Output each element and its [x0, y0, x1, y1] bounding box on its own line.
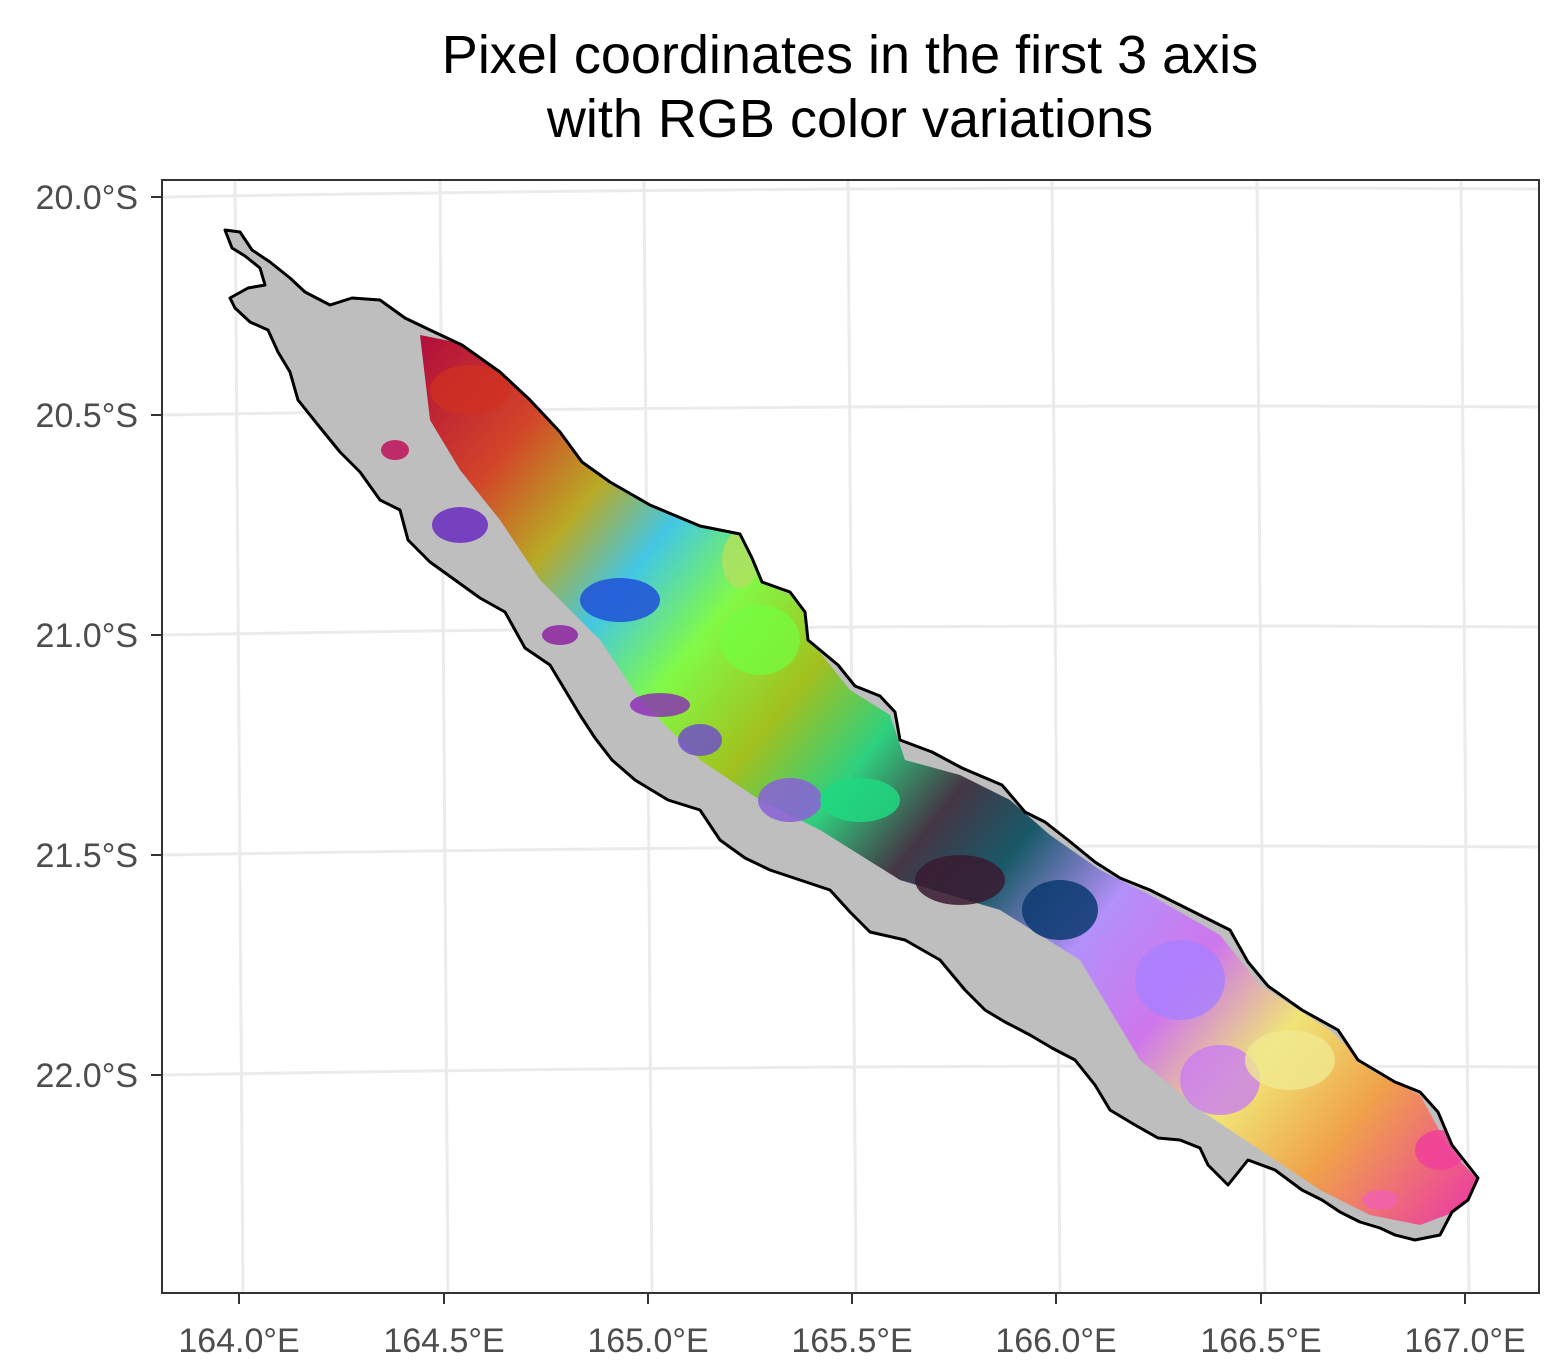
x-tick-label: 167.0°E: [1404, 1322, 1525, 1360]
meridian-line: [233, 180, 245, 1293]
rgb-pixel-raster: [381, 335, 1478, 1225]
y-tick-label: 20.5°S: [36, 397, 138, 435]
x-tick-label: 165.5°E: [791, 1322, 912, 1360]
y-axis: 20.0°S 20.5°S 21.0°S 21.5°S 22.0°S: [36, 179, 162, 1095]
x-axis: 164.0°E 164.5°E 165.0°E 165.5°E 166.0°E 166.5…: [178, 1293, 1526, 1360]
y-tick-label: 20.0°S: [36, 179, 138, 217]
map-title-line-1: Pixel coordinates in the first 3 axis: [441, 25, 1259, 85]
parallel-line: [162, 186, 1539, 199]
parallel-line: [162, 624, 1539, 637]
map-title-line-2: with RGB color variations: [546, 89, 1154, 149]
coastline: [223, 228, 1480, 1242]
panel-border: [161, 179, 1540, 1294]
meridian-line: [1459, 180, 1471, 1293]
y-tick-label: 21.5°S: [36, 837, 138, 875]
x-tick-label: 166.5°E: [1200, 1322, 1321, 1360]
x-tick-label: 166.0°E: [995, 1322, 1116, 1360]
x-tick-label: 164.0°E: [178, 1322, 299, 1360]
x-tick-label: 165.0°E: [587, 1322, 708, 1360]
y-tick-label: 21.0°S: [36, 617, 138, 655]
meridian-line: [1050, 180, 1062, 1293]
x-tick-label: 164.5°E: [383, 1322, 504, 1360]
y-tick-label: 22.0°S: [36, 1057, 138, 1095]
